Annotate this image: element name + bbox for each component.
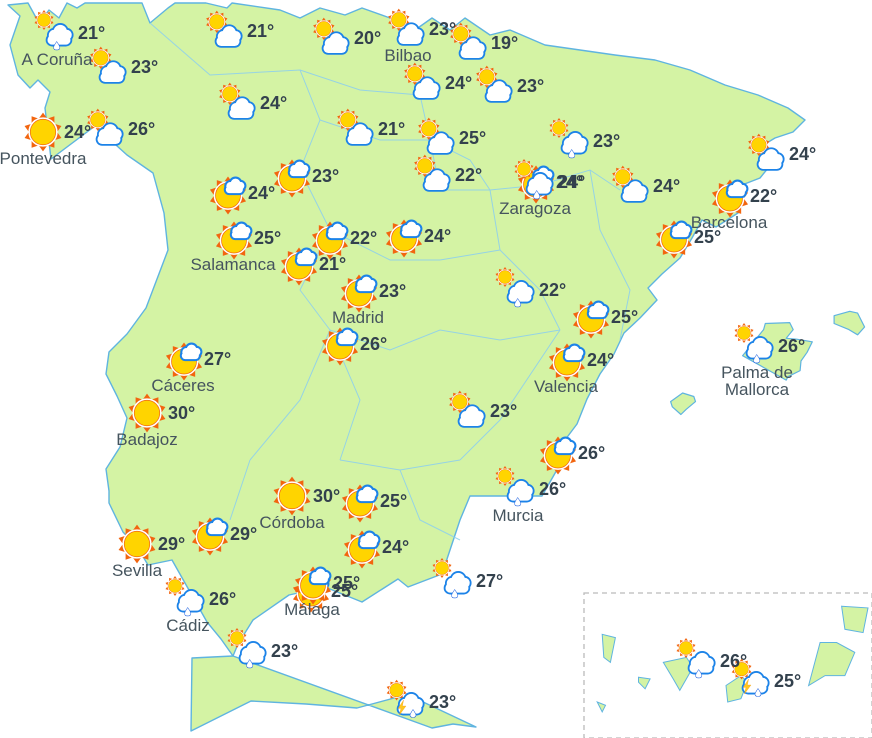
svg-text:22°: 22° [539, 280, 566, 300]
svg-text:25°: 25° [774, 671, 801, 691]
svg-text:23°: 23° [312, 166, 339, 186]
svg-text:22°: 22° [350, 228, 377, 248]
svg-text:30°: 30° [313, 486, 340, 506]
svg-text:24°: 24° [789, 144, 816, 164]
svg-text:24°: 24° [424, 226, 451, 246]
svg-text:25°: 25° [380, 491, 407, 511]
svg-text:23°: 23° [271, 641, 298, 661]
svg-text:Murcia: Murcia [492, 506, 544, 525]
svg-text:Cáceres: Cáceres [151, 376, 214, 395]
svg-text:24°: 24° [382, 537, 409, 557]
svg-text:24°: 24° [558, 172, 585, 192]
svg-text:Cádiz: Cádiz [166, 616, 209, 635]
svg-text:24°: 24° [248, 183, 275, 203]
svg-text:29°: 29° [230, 524, 257, 544]
svg-text:20°: 20° [354, 28, 381, 48]
svg-text:22°: 22° [750, 186, 777, 206]
svg-text:Pontevedra: Pontevedra [0, 149, 87, 168]
svg-text:23°: 23° [490, 401, 517, 421]
svg-text:27°: 27° [476, 571, 503, 591]
svg-text:23°: 23° [593, 131, 620, 151]
svg-text:21°: 21° [378, 119, 405, 139]
svg-text:21°: 21° [319, 254, 346, 274]
svg-text:23°: 23° [429, 692, 456, 712]
svg-text:Valencia: Valencia [534, 377, 598, 396]
svg-text:24°: 24° [653, 176, 680, 196]
svg-text:23°: 23° [131, 57, 158, 77]
svg-text:Mallorca: Mallorca [725, 380, 790, 399]
svg-text:25°: 25° [694, 227, 721, 247]
svg-text:Málaga: Málaga [284, 600, 340, 619]
svg-text:Madrid: Madrid [332, 308, 384, 327]
svg-text:21°: 21° [78, 23, 105, 43]
svg-text:25°: 25° [459, 128, 486, 148]
svg-text:24°: 24° [445, 73, 472, 93]
svg-text:25°: 25° [333, 573, 360, 593]
svg-text:24°: 24° [260, 93, 287, 113]
svg-text:23°: 23° [429, 19, 456, 39]
svg-text:Salamanca: Salamanca [190, 255, 276, 274]
svg-text:Sevilla: Sevilla [112, 561, 163, 580]
svg-text:22°: 22° [455, 165, 482, 185]
svg-text:21°: 21° [247, 21, 274, 41]
svg-text:26°: 26° [720, 651, 747, 671]
svg-text:30°: 30° [168, 403, 195, 423]
svg-text:26°: 26° [209, 589, 236, 609]
svg-text:24°: 24° [64, 122, 91, 142]
svg-text:Bilbao: Bilbao [384, 46, 431, 65]
svg-text:26°: 26° [578, 443, 605, 463]
svg-text:25°: 25° [611, 307, 638, 327]
svg-text:29°: 29° [158, 534, 185, 554]
svg-text:24°: 24° [587, 350, 614, 370]
svg-text:23°: 23° [517, 76, 544, 96]
svg-text:26°: 26° [360, 334, 387, 354]
svg-text:23°: 23° [379, 281, 406, 301]
svg-text:25°: 25° [254, 228, 281, 248]
svg-text:27°: 27° [204, 349, 231, 369]
svg-text:26°: 26° [778, 336, 805, 356]
svg-text:Córdoba: Córdoba [259, 513, 325, 532]
svg-text:Zaragoza: Zaragoza [499, 199, 571, 218]
svg-text:A Coruña: A Coruña [22, 50, 93, 69]
svg-text:26°: 26° [128, 119, 155, 139]
svg-text:26°: 26° [539, 479, 566, 499]
svg-text:Badajoz: Badajoz [116, 430, 177, 449]
svg-text:19°: 19° [491, 33, 518, 53]
